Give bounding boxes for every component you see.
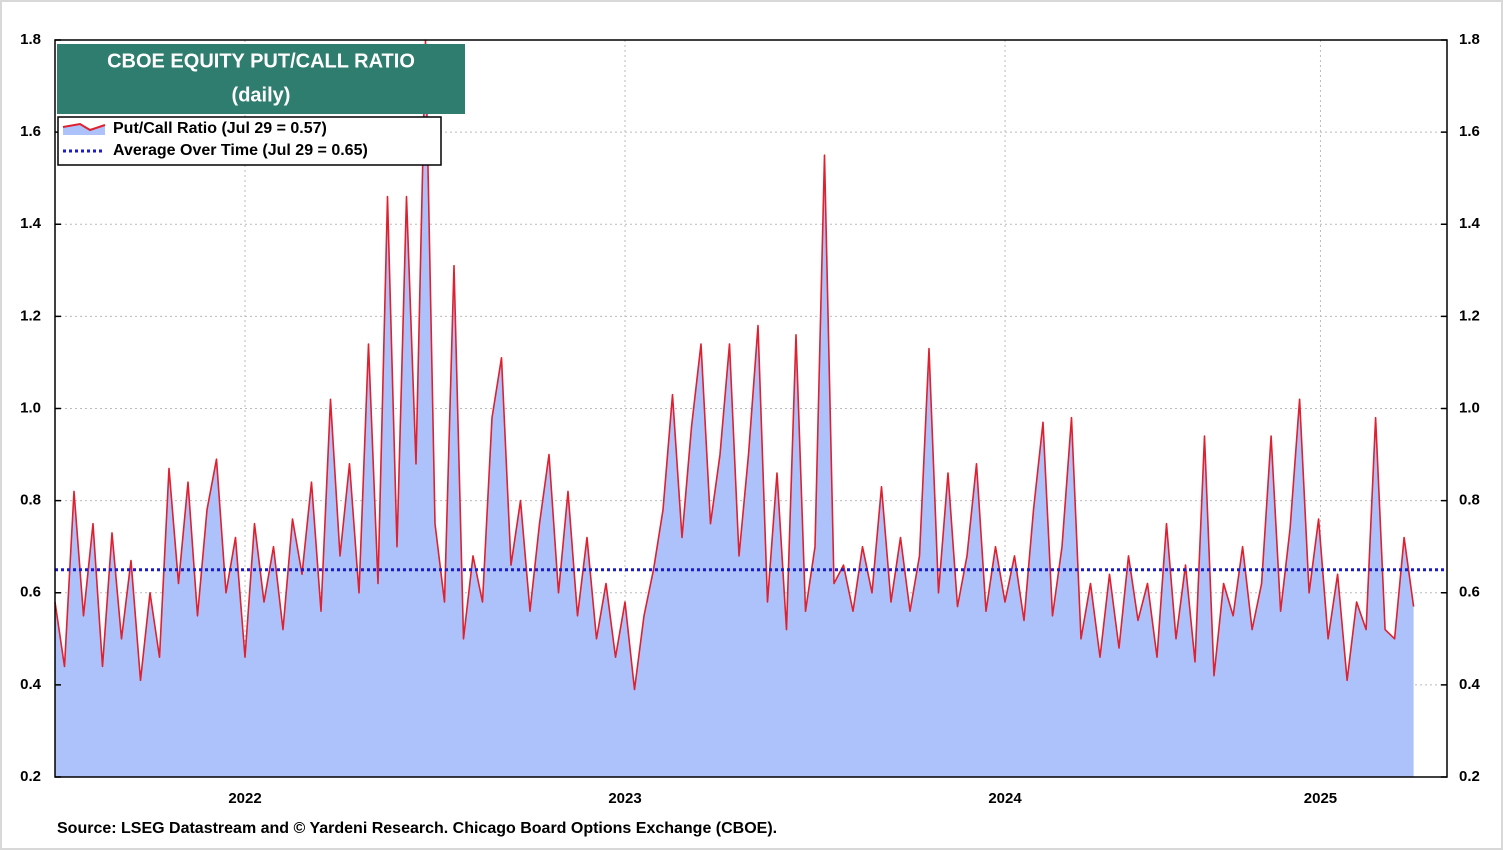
legend-label: Put/Call Ratio (Jul 29 = 0.57) [113,120,327,137]
area [55,40,1414,777]
x-tick-label: 2024 [988,790,1022,807]
source: Source: LSEG Datastream and © Yardeni Re… [57,820,777,837]
x-tick-label: 2023 [608,790,641,807]
legend-label: Average Over Time (Jul 29 = 0.65) [113,142,368,159]
y2-tick-label: 0.6 [1459,584,1480,601]
y-tick-label: 1.8 [20,31,41,48]
y2-tick-label: 1.8 [1459,31,1480,48]
y-tick-label: 0.4 [20,676,42,693]
chart-title: CBOE EQUITY PUT/CALL RATIO [107,50,415,72]
y2-tick-label: 0.2 [1459,768,1480,785]
y-tick-label: 0.6 [20,584,41,601]
y-tick-label: 1.6 [20,123,41,140]
y-tick-label: 1.0 [20,399,41,416]
x-tick-label: 2025 [1304,790,1337,807]
y2-tick-label: 1.2 [1459,307,1480,324]
y-tick-label: 1.4 [20,215,42,232]
legend: Put/Call Ratio (Jul 29 = 0.57) Average Ov… [57,116,442,166]
legend-box [57,116,442,166]
y2-tick-label: 0.4 [1459,676,1481,693]
title-box [57,44,465,114]
y-tick-label: 0.2 [20,768,41,785]
y-tick-label: 0.8 [20,492,41,509]
y2-tick-label: 0.8 [1459,492,1480,509]
axes: 0.2 0.4 0.6 0.8 1.0 1.2 1.4 1.6 1.8 0.2 0.4 0.6 0.8 1… [20,31,1480,807]
chart-subtitle: (daily) [232,84,291,106]
legend-swatch-line [62,122,106,132]
line [54,39,1415,691]
legend-swatch [63,124,105,135]
x-tick-label: 2022 [228,790,261,807]
plot [54,39,1447,777]
y2-tick-label: 1.4 [1459,215,1481,232]
y-tick-label: 1.2 [20,307,41,324]
y2-tick-label: 1.0 [1459,399,1480,416]
y2-tick-label: 1.6 [1459,123,1480,140]
